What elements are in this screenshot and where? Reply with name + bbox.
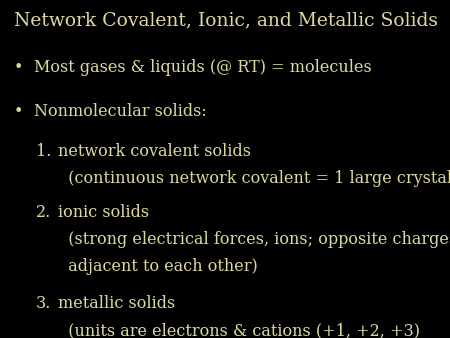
Text: (units are electrons & cations (+1, +2, +3): (units are electrons & cations (+1, +2, … <box>58 322 420 338</box>
Text: adjacent to each other): adjacent to each other) <box>58 258 258 275</box>
Text: •: • <box>14 59 23 76</box>
Text: 2.: 2. <box>36 204 51 221</box>
Text: 3.: 3. <box>36 295 51 312</box>
Text: Most gases & liquids (@ RT) = molecules: Most gases & liquids (@ RT) = molecules <box>34 59 372 76</box>
Text: •: • <box>14 103 23 120</box>
Text: (strong electrical forces, ions; opposite charges: (strong electrical forces, ions; opposit… <box>58 231 450 248</box>
Text: network covalent solids: network covalent solids <box>58 143 252 160</box>
Text: (continuous network covalent = 1 large crystal): (continuous network covalent = 1 large c… <box>58 170 450 187</box>
Text: 1.: 1. <box>36 143 51 160</box>
Text: metallic solids: metallic solids <box>58 295 176 312</box>
Text: Network Covalent, Ionic, and Metallic Solids: Network Covalent, Ionic, and Metallic So… <box>14 12 437 30</box>
Text: Nonmolecular solids:: Nonmolecular solids: <box>34 103 207 120</box>
Text: ionic solids: ionic solids <box>58 204 149 221</box>
